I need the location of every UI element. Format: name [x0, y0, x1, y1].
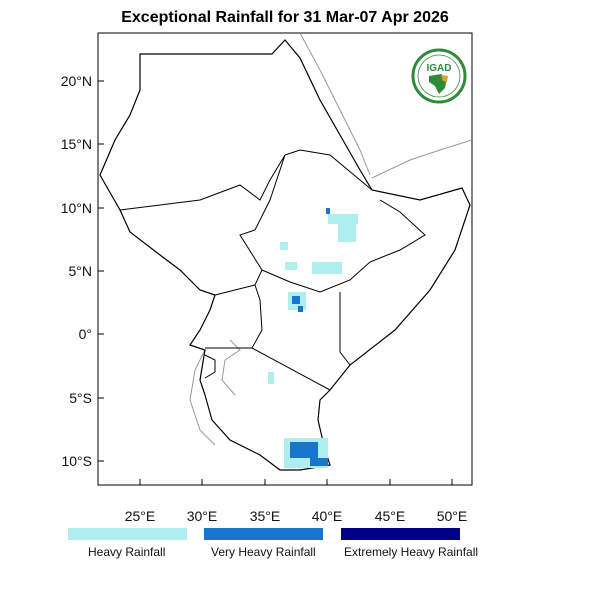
heavy-rainfall-area	[285, 262, 297, 270]
lat-label: 0°	[78, 326, 92, 342]
region-outline	[99, 39, 471, 471]
lat-label: 10°S	[61, 453, 92, 469]
very-heavy-rainfall-area	[310, 458, 328, 466]
legend-swatch-very-heavy	[204, 528, 323, 540]
very-heavy-rainfall-area	[326, 208, 330, 214]
legend-label: Extremely Heavy Rainfall	[344, 545, 479, 559]
country-borders	[119, 149, 426, 391]
legend-label: Heavy Rainfall	[88, 545, 166, 559]
lon-label: 45°E	[374, 508, 406, 524]
lon-label: 25°E	[124, 508, 156, 524]
lat-label: 15°N	[60, 136, 92, 152]
legend-swatch-heavy	[68, 528, 187, 540]
map-frame	[97, 32, 473, 486]
legend-label: Very Heavy Rainfall	[211, 545, 316, 559]
heavy-rainfall-area	[338, 224, 356, 242]
neighbour-borders	[189, 32, 473, 446]
lon-label: 30°E	[186, 508, 218, 524]
lat-label: 5°N	[68, 263, 93, 279]
map-title: Exceptional Rainfall for 31 Mar-07 Apr 2…	[121, 9, 449, 26]
lon-label: 50°E	[436, 508, 468, 524]
axis-ticks	[98, 80, 453, 485]
heavy-rainfall-area	[312, 262, 342, 274]
lat-label: 10°N	[60, 200, 92, 216]
lon-label: 40°E	[311, 508, 343, 524]
lat-label: 5°S	[69, 390, 92, 406]
very-heavy-rainfall-area	[292, 296, 300, 304]
very-heavy-rainfall-area	[290, 442, 318, 458]
rainfall-patches	[268, 208, 358, 468]
lat-label: 20°N	[60, 73, 92, 89]
very-heavy-rainfall-area	[298, 306, 303, 312]
svg-text:IGAD: IGAD	[427, 63, 452, 74]
legend-swatch-extremely-heavy	[341, 528, 460, 540]
heavy-rainfall-area	[328, 214, 358, 224]
lon-label: 35°E	[249, 508, 281, 524]
heavy-rainfall-area	[268, 372, 274, 384]
igad-logo: IGAD	[411, 48, 467, 104]
heavy-rainfall-area	[280, 242, 288, 250]
